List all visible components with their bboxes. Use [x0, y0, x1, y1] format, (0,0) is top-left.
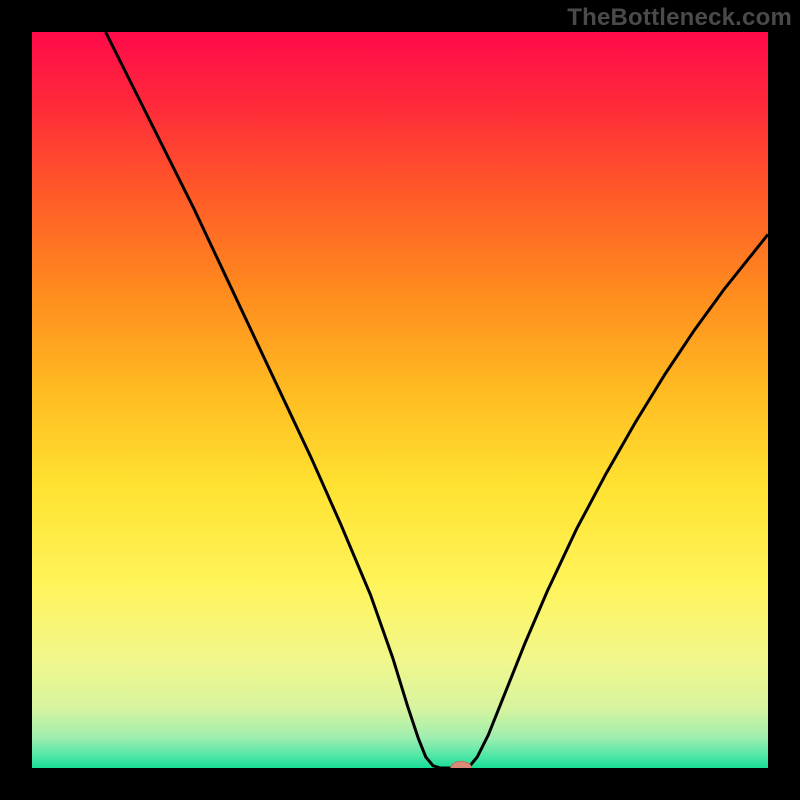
plot-area: [32, 32, 768, 768]
figure-container: TheBottleneck.com: [0, 0, 800, 800]
bottleneck-curve: [106, 32, 768, 768]
attribution-text: TheBottleneck.com: [567, 4, 792, 32]
bottleneck-marker: [451, 761, 472, 768]
curve-layer: [32, 32, 768, 768]
